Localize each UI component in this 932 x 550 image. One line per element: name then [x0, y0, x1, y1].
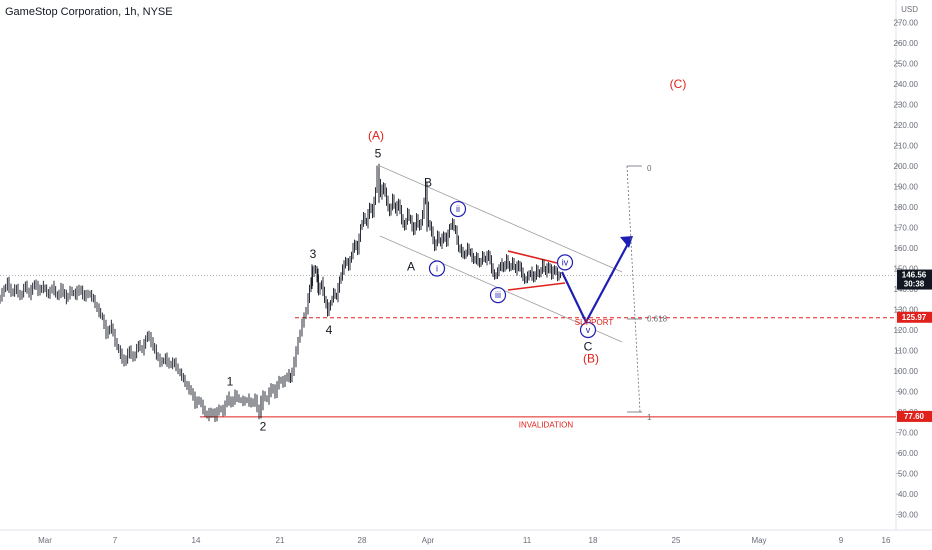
- x-tick-label: 18: [589, 536, 598, 545]
- y-tick-label: 120.00: [894, 326, 919, 335]
- y-tick-label: 230.00: [894, 101, 919, 110]
- fib-label: 1: [647, 413, 652, 422]
- bar-countdown: 30:38: [904, 280, 925, 289]
- subwave-label: i: [436, 264, 438, 274]
- y-tick-label: 30.00: [898, 511, 919, 520]
- fib-labels: 0 0.618 1: [647, 164, 668, 422]
- x-tick-label: 16: [882, 536, 891, 545]
- y-tick-label: 180.00: [894, 203, 919, 212]
- subwave-circle: [556, 254, 574, 271]
- y-tick-label: 210.00: [894, 142, 919, 151]
- support-price-tag: 125.97: [897, 311, 932, 323]
- exchange: NYSE: [142, 6, 173, 18]
- support-price-value: 125.97: [902, 313, 927, 322]
- y-tick-label: 100.00: [894, 367, 919, 376]
- wave-label: 2: [260, 419, 267, 433]
- invalidation-price-value: 77.60: [904, 412, 925, 421]
- wave-label: B: [424, 175, 432, 189]
- x-tick-label: Mar: [38, 536, 52, 545]
- y-tick-label: 150.00: [894, 265, 919, 274]
- invalidation-annotation: INVALIDATION: [519, 420, 574, 429]
- y-tick-label: 70.00: [898, 429, 919, 438]
- wave-label: 4: [326, 323, 333, 337]
- wave-label: (B): [583, 352, 599, 366]
- current-price-tag: 146.56 30:38: [897, 269, 932, 290]
- support-annotation: SUPPORT: [575, 318, 614, 327]
- wave-label: 5: [375, 147, 382, 161]
- y-tick-label: 60.00: [898, 449, 919, 458]
- invalidation-price-tag: 77.60: [897, 410, 932, 422]
- x-tick-label: 28: [358, 536, 367, 545]
- x-tick-label: 25: [672, 536, 681, 545]
- wave-label: (C): [670, 77, 687, 91]
- y-tick-label: 160.00: [894, 244, 919, 253]
- y-tick-label: 130.00: [894, 306, 919, 315]
- price-axis[interactable]: 30.0040.0050.0060.0070.0080.0090.00100.0…: [894, 19, 919, 520]
- y-tick-label: 50.00: [898, 470, 919, 479]
- wave-label: (A): [368, 128, 384, 142]
- subwave-circle: [489, 287, 507, 304]
- price-candles: [0, 163, 561, 422]
- y-tick-label: 220.00: [894, 121, 919, 130]
- interval: 1h: [124, 6, 137, 18]
- fib-retracement: [626, 165, 642, 413]
- wave-label: 1: [227, 374, 234, 388]
- currency-label: USD: [901, 5, 918, 14]
- x-tick-label: Apr: [422, 536, 435, 545]
- y-tick-label: 40.00: [898, 490, 919, 499]
- x-tick-label: 7: [113, 536, 118, 545]
- y-tick-label: 110.00: [894, 347, 918, 356]
- wave-label: C: [584, 339, 593, 353]
- symbol-name: GameStop Corporation: [5, 6, 119, 18]
- y-tick-label: 250.00: [894, 60, 919, 69]
- x-tick-label: 11: [523, 536, 532, 545]
- wave-label: 3: [310, 247, 317, 261]
- triangle-lower-line: [507, 282, 566, 291]
- current-price-value: 146.56: [902, 271, 927, 280]
- subwave-label: v: [586, 325, 591, 335]
- channel-upper-line: [379, 165, 623, 273]
- y-tick-label: 190.00: [894, 183, 919, 192]
- y-tick-label: 170.00: [894, 224, 919, 233]
- x-tick-label: May: [751, 536, 766, 545]
- time-axis[interactable]: Mar 7 14 21 28 Apr 11 18 25 May 9 16: [38, 536, 891, 545]
- y-tick-label: 270.00: [894, 19, 919, 28]
- projection-path: [561, 236, 633, 325]
- subwave-circle: [449, 200, 467, 218]
- fib-label: 0: [647, 164, 652, 173]
- triangle-upper-line: [507, 250, 558, 264]
- subwave-label: iv: [562, 257, 569, 267]
- x-tick-label: 9: [839, 536, 844, 545]
- chart-title: GameStop Corporation, 1h, NYSE: [5, 6, 173, 18]
- subwave-circle: [428, 260, 446, 277]
- x-tick-label: 14: [192, 536, 201, 545]
- subwave-label: ii: [456, 204, 460, 214]
- y-tick-label: 90.00: [898, 388, 919, 397]
- subwave-label: iii: [495, 290, 501, 300]
- y-tick-label: 200.00: [894, 162, 919, 171]
- wave-labels: 1 2 3 4 5 (A) A B C(B) (C): [227, 77, 687, 433]
- x-tick-label: 21: [276, 536, 285, 545]
- wave-label: A: [407, 259, 415, 273]
- fib-label: 0.618: [647, 315, 668, 324]
- y-tick-label: 240.00: [894, 80, 919, 89]
- y-tick-label: 260.00: [894, 39, 919, 48]
- subwave-circle: [579, 321, 597, 339]
